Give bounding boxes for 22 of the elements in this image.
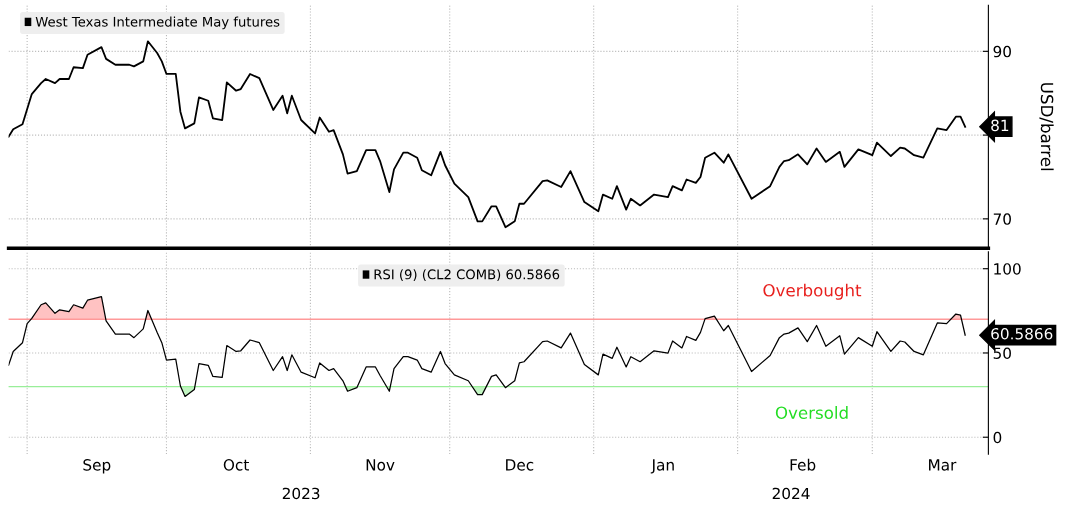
x-tick-label: Oct [223,459,249,471]
legend-label: RSI (9) (CL2 COMB) 60.5866 [374,269,560,281]
x-tick-label: Mar [929,459,957,471]
data-label: 81 [991,119,1009,132]
y-axis-title: USD/barrel [1039,83,1054,171]
line-series [8,40,967,229]
x-tick-label: Feb [790,458,816,471]
ref-line-label: Overbought [763,283,862,300]
y-tick-label: 0 [993,431,1002,444]
text: 2024 [772,487,810,500]
text: 2023 [282,487,320,500]
legend-label: West Texas Intermediate May futures [35,16,280,30]
y-tick-label: 100 [994,263,1021,275]
data-label: 60.5866 [991,328,1053,340]
x-tick-label: Dec [506,459,534,471]
y-tick-label: 50 [993,347,1011,359]
x-tick-label: Jan [650,459,674,474]
x-tick-label: Sep [83,459,111,474]
y-tick-label: 90 [993,45,1011,58]
y-tick-label: 70 [993,213,1011,225]
ref-line-label: Oversold [775,406,848,420]
x-tick-label: Nov [366,459,395,471]
